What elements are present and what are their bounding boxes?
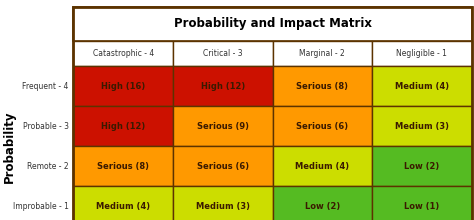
Bar <box>173 187 273 220</box>
Text: Frequent - 4: Frequent - 4 <box>22 82 69 91</box>
Text: Low (2): Low (2) <box>305 202 340 211</box>
Text: Serious (6): Serious (6) <box>197 162 249 171</box>
Text: Medium (4): Medium (4) <box>395 82 449 91</box>
Text: Medium (4): Medium (4) <box>295 162 349 171</box>
Text: Low (2): Low (2) <box>404 162 439 171</box>
Bar <box>273 106 372 146</box>
Bar <box>273 41 372 66</box>
Bar <box>173 66 273 106</box>
Bar <box>372 66 472 106</box>
Text: Catastrophic - 4: Catastrophic - 4 <box>92 49 154 58</box>
Bar <box>73 66 173 106</box>
Text: High (12): High (12) <box>201 82 245 91</box>
Text: Medium (3): Medium (3) <box>395 122 449 131</box>
Bar <box>273 66 372 106</box>
Text: Improbable - 1: Improbable - 1 <box>13 202 69 211</box>
Bar <box>372 187 472 220</box>
Bar <box>372 41 472 66</box>
Bar <box>73 106 173 146</box>
Text: Serious (6): Serious (6) <box>296 122 348 131</box>
Bar <box>173 41 273 66</box>
Text: Probability: Probability <box>3 110 16 183</box>
Text: Negligible - 1: Negligible - 1 <box>396 49 447 58</box>
Text: Critical - 3: Critical - 3 <box>203 49 243 58</box>
Text: Medium (3): Medium (3) <box>196 202 250 211</box>
Bar <box>273 187 372 220</box>
Bar <box>372 106 472 146</box>
Text: Medium (4): Medium (4) <box>96 202 150 211</box>
Bar <box>173 106 273 146</box>
Bar <box>73 7 472 220</box>
Text: Probable - 3: Probable - 3 <box>23 122 69 131</box>
Text: Probability and Impact Matrix: Probability and Impact Matrix <box>173 17 372 30</box>
Bar <box>173 146 273 187</box>
Text: High (16): High (16) <box>101 82 146 91</box>
Bar <box>273 146 372 187</box>
Text: Serious (8): Serious (8) <box>296 82 348 91</box>
Text: Serious (8): Serious (8) <box>97 162 149 171</box>
Bar <box>73 187 173 220</box>
Bar <box>372 146 472 187</box>
Text: Serious (9): Serious (9) <box>197 122 249 131</box>
Bar <box>73 146 173 187</box>
Bar <box>73 7 472 41</box>
Text: High (12): High (12) <box>101 122 146 131</box>
Text: Low (1): Low (1) <box>404 202 439 211</box>
Text: Remote - 2: Remote - 2 <box>27 162 69 171</box>
Bar <box>73 41 173 66</box>
Text: Marginal - 2: Marginal - 2 <box>300 49 345 58</box>
